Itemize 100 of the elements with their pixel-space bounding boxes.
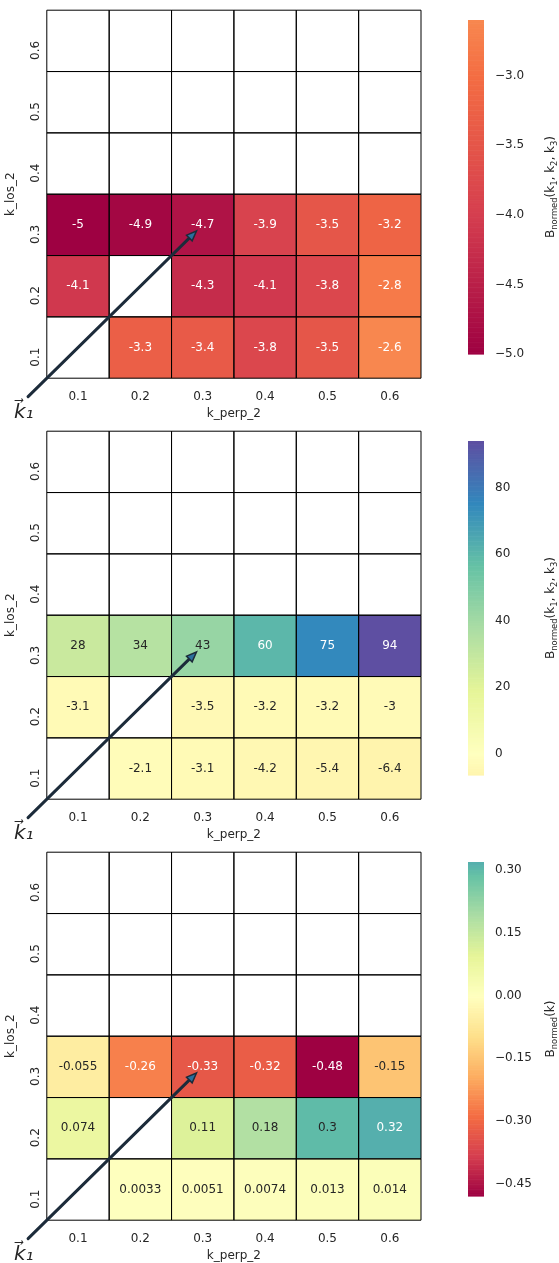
data-label: 0.0051 — [181, 1181, 224, 1196]
y-tick-label: 0.5 — [27, 523, 42, 543]
data-label: -3.9 — [253, 216, 277, 231]
data-label: -3.2 — [253, 699, 277, 714]
x-axis-title: k_perp_2 — [206, 1247, 261, 1262]
data-label: -2.1 — [128, 760, 153, 775]
y-tick-label: 0.2 — [27, 1128, 42, 1148]
data-label: -0.055 — [58, 1058, 98, 1073]
color-bar-label: 20 — [495, 679, 511, 694]
x-tick-label: 0.3 — [193, 388, 213, 403]
y-tick-label: 0.5 — [27, 944, 42, 964]
x-tick-label: 0.5 — [317, 388, 337, 403]
data-label: 0.3 — [317, 1120, 337, 1135]
y-tick-label: 0.4 — [27, 163, 42, 183]
color-bar-label: 0.15 — [495, 925, 522, 940]
x-tick-label: 0.1 — [68, 1230, 88, 1245]
text: Bnormed(k1, k2, k3) — [543, 135, 559, 239]
color-bar-label: −0.30 — [495, 1112, 532, 1127]
data-label: 0.0074 — [244, 1181, 287, 1196]
color-bar-label: −4.0 — [495, 206, 525, 221]
y-tick-label: 0.2 — [27, 707, 42, 727]
data-label: -4.1 — [253, 278, 277, 293]
data-label: 0.11 — [189, 1120, 217, 1135]
y-tick-label: 0.6 — [27, 882, 42, 902]
data-label: -3.5 — [191, 699, 215, 714]
data-label: -0.33 — [187, 1058, 219, 1073]
x-tick-label: 0.5 — [317, 1230, 337, 1245]
y-tick-label: 0.1 — [27, 768, 42, 788]
x-tick-label: 0.6 — [380, 388, 400, 403]
y-tick-label: 0.6 — [27, 461, 42, 481]
x-tick-label: 0.4 — [255, 809, 275, 824]
x-axis-title: k_perp_2 — [206, 405, 261, 420]
data-label: -4.1 — [66, 278, 90, 293]
color-bar-label: −5.0 — [495, 346, 525, 361]
data-label: 0.18 — [251, 1120, 279, 1135]
data-label: -3.5 — [315, 216, 340, 231]
color-bar-label: −0.45 — [495, 1175, 532, 1190]
x-tick-label: 0.1 — [68, 809, 88, 824]
color-bar-label: 60 — [495, 546, 511, 561]
data-label: 60 — [257, 637, 273, 652]
data-label: -4.7 — [191, 216, 215, 231]
x-tick-label: 0.2 — [130, 1230, 150, 1245]
color-bar-label: 80 — [495, 479, 511, 494]
y-axis-title: k_los_2 — [3, 172, 18, 216]
text: Bnormed(k1, k2, k3) — [543, 556, 559, 660]
data-label: -3 — [383, 699, 396, 714]
y-tick-label: 0.5 — [27, 102, 42, 122]
y-tick-label: 0.4 — [27, 1005, 42, 1025]
data-label: 94 — [382, 637, 398, 652]
data-label: -3.4 — [191, 339, 215, 354]
color-bar-label: 0.00 — [495, 987, 522, 1002]
data-label: 0.014 — [372, 1181, 407, 1196]
y-tick-label: 0.3 — [27, 1066, 42, 1086]
data-label: 75 — [319, 637, 336, 652]
color-bar-label: −3.0 — [495, 67, 525, 82]
data-label: 0.32 — [376, 1120, 404, 1135]
data-label: -3.8 — [315, 278, 340, 293]
y-tick-label: 0.6 — [27, 40, 42, 60]
data-label: -6.4 — [378, 760, 402, 775]
y-axis-title: k_los_2 — [3, 1014, 18, 1058]
y-tick-label: 0.4 — [27, 584, 42, 604]
color-bar-label: 0.30 — [495, 862, 522, 877]
data-label: -3.2 — [378, 216, 402, 231]
data-label: 0.013 — [310, 1181, 345, 1196]
x-axis-title: k_perp_2 — [206, 826, 261, 841]
data-label: -0.15 — [374, 1058, 406, 1073]
data-label: -3.2 — [315, 699, 340, 714]
x-tick-label: 0.2 — [130, 809, 150, 824]
y-tick-label: 0.3 — [27, 224, 42, 244]
data-label: -0.32 — [249, 1058, 281, 1073]
data-label: -3.1 — [191, 760, 215, 775]
data-label: -4.3 — [191, 278, 215, 293]
x-tick-label: 0.3 — [193, 809, 213, 824]
data-label: -2.6 — [378, 339, 402, 354]
y-tick-label: 0.1 — [27, 1189, 42, 1209]
data-label: -4.9 — [128, 216, 153, 231]
data-label: 28 — [70, 637, 86, 652]
data-label: 43 — [195, 637, 211, 652]
y-axis-title: k_los_2 — [3, 593, 18, 637]
data-label: -4.2 — [253, 760, 277, 775]
data-label: -0.26 — [124, 1058, 156, 1073]
text: k⃗₁ — [14, 819, 34, 844]
color-bar-label: 40 — [495, 612, 511, 627]
y-tick-label: 0.1 — [27, 347, 42, 367]
x-tick-label: 0.2 — [130, 388, 150, 403]
x-tick-label: 0.6 — [380, 1230, 400, 1245]
data-label: 34 — [132, 637, 148, 652]
data-label: 0.0033 — [119, 1181, 162, 1196]
data-label: -2.8 — [378, 278, 402, 293]
data-label: -5 — [72, 216, 84, 231]
x-tick-label: 0.4 — [255, 1230, 275, 1245]
color-bar-label: −4.5 — [495, 276, 525, 291]
x-tick-label: 0.1 — [68, 388, 88, 403]
data-label: -3.8 — [253, 339, 277, 354]
x-tick-label: 0.6 — [380, 809, 400, 824]
color-bar-label: −0.15 — [495, 1050, 532, 1065]
x-tick-label: 0.3 — [193, 1230, 213, 1245]
x-tick-label: 0.4 — [255, 388, 275, 403]
data-label: -5.4 — [315, 760, 340, 775]
color-bar-label: −3.5 — [495, 137, 525, 152]
